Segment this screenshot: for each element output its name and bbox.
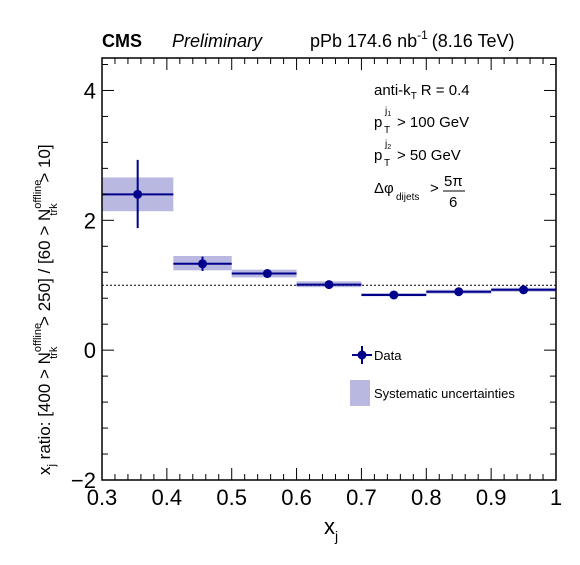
y-tick-label-3: 4 [84,78,96,103]
dphi-den: 6 [449,194,457,211]
x-tick-label-3: 0.6 [281,485,312,510]
data-point-1 [198,259,208,269]
pt2-annotation: p [374,147,382,164]
x-tick-label-0: 0.3 [87,485,118,510]
x-tick-label-1: 0.4 [152,485,183,510]
plot-frame [101,57,557,481]
data-layer [102,159,556,300]
data-point-5 [454,287,464,297]
dphi-sub: dijets [396,192,419,203]
x-tick-label-6: 0.9 [476,485,507,510]
data-point-0 [133,189,143,199]
y-tick-label-0: −2 [71,468,96,493]
dphi-num: 5π [444,173,463,190]
dataset-label: pPb 174.6 nb-1 (8.16 TeV) [310,28,515,51]
data-point-6 [519,285,529,295]
jet-algo-annotation: anti-kT R = 0.4 [374,82,470,102]
tick-layer: 0.3 0.4 0.5 0.6 0.7 0.8 0.9 1 −2 0 2 4 [71,58,562,510]
pt2-sub: T [384,158,390,169]
pt1-sup: j1 [384,106,391,118]
pt1-cut: > 100 GeV [397,114,469,131]
x-tick-label-2: 0.5 [216,485,247,510]
legend: Data Systematic uncertainties [350,346,515,406]
x-tick-label-4: 0.7 [346,485,377,510]
dphi-annotation: Δφ [374,180,394,197]
legend-data-label: Data [374,348,402,363]
dphi-gt: > [430,180,439,197]
legend-syst-swatch [350,380,370,406]
y-tick-label-1: 0 [84,338,96,363]
pt1-sub: T [384,125,390,136]
legend-data-marker [357,350,367,360]
x-tick-label-5: 0.8 [411,485,442,510]
y-axis-title: xj ratio: [400 > Nofflinetrk > 250] / [6… [32,144,60,475]
y-tick-label-2: 2 [84,208,96,233]
legend-syst-label: Systematic uncertainties [374,386,515,401]
data-point-3 [324,280,334,290]
x-axis-title: xj [324,514,338,544]
data-point-2 [262,269,272,279]
pt2-cut: > 50 GeV [397,147,461,164]
pt1-annotation: p [374,114,382,131]
status-label: Preliminary [172,31,263,51]
pt2-sup: j2 [384,139,391,151]
x-tick-label-7: 1 [550,485,562,510]
experiment-label: CMS [102,31,142,51]
svg-text:xj ratio: [400 > Nofflinetrk >: xj ratio: [400 > Nofflinetrk > 250] / [6… [32,144,60,475]
data-point-4 [389,290,399,300]
